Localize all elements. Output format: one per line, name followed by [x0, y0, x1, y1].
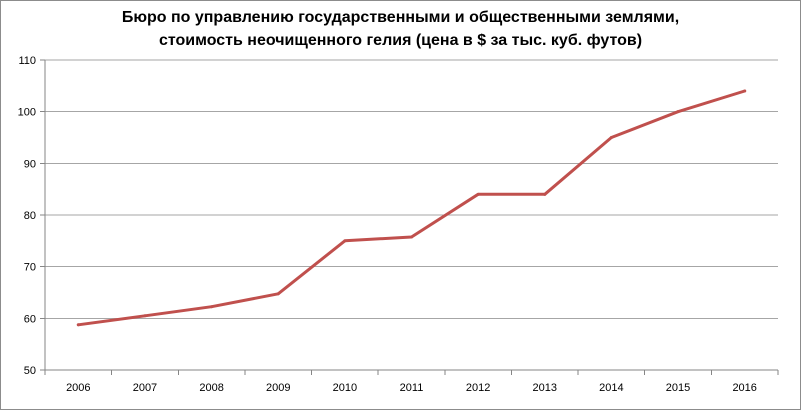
series [76, 89, 747, 327]
data-point [410, 235, 413, 239]
data-point [343, 239, 347, 243]
data-point [476, 192, 480, 196]
y-tick-label: 80 [24, 210, 36, 222]
x-tick-label: 2016 [732, 382, 756, 394]
x-tick-label: 2010 [333, 382, 357, 394]
y-tick-label: 60 [24, 313, 36, 325]
x-tick-label: 2012 [466, 382, 490, 394]
x-tick-label: 2009 [266, 382, 290, 394]
y-tick-label: 110 [18, 55, 36, 67]
data-point [609, 136, 613, 139]
y-tick-label: 50 [24, 365, 36, 377]
y-tick-label: 100 [18, 107, 36, 119]
x-tick-label: 2008 [199, 382, 223, 394]
data-point [210, 305, 214, 309]
x-tick-label: 2014 [599, 382, 623, 394]
data-point [143, 314, 147, 318]
x-tick-label: 2011 [400, 382, 424, 394]
chart-title-line-1: Бюро по управлению государственными и об… [121, 9, 680, 26]
axes [40, 59, 779, 375]
data-point [676, 110, 680, 114]
x-tick-labels: 2006 2007 2008 2009 2010 2011 2012 2013 2014 2015… [66, 382, 757, 394]
data-point [743, 89, 747, 93]
x-tick-label: 2013 [533, 382, 557, 394]
x-tick-label: 2007 [133, 382, 157, 394]
x-tick-label: 2006 [66, 382, 90, 394]
chart-title: Бюро по управлению государственными и об… [0, 6, 801, 52]
data-point [76, 323, 80, 327]
chart-title-line-2: стоимость неочищенного гелия (цена в $ з… [158, 32, 643, 49]
series-line [76, 89, 747, 327]
y-tick-labels: 50 60 70 80 90 100 110 [18, 55, 36, 377]
data-point [543, 192, 547, 196]
y-tick-label: 70 [24, 262, 36, 274]
y-tick-label: 90 [24, 158, 36, 170]
gridlines [45, 59, 778, 319]
x-tick-label: 2015 [666, 382, 690, 394]
data-point [276, 292, 280, 296]
